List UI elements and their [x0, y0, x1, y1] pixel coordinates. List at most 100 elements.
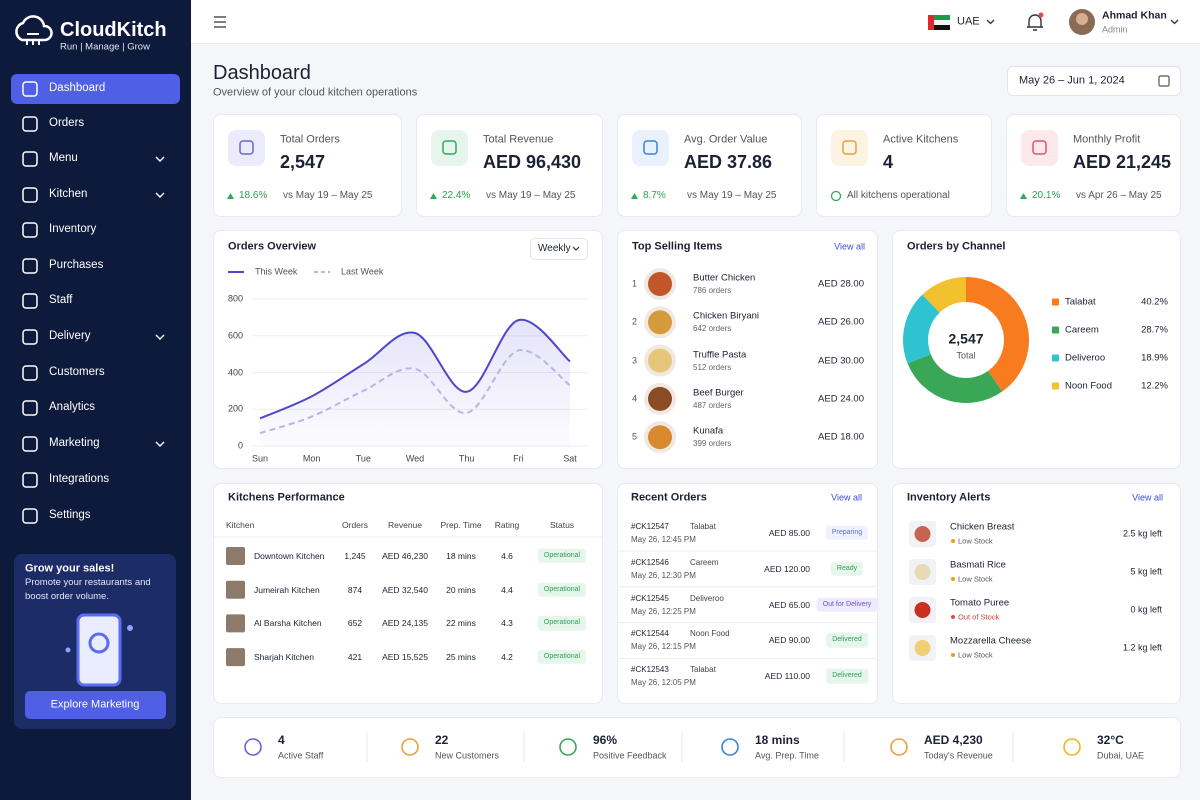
table-cell: AED 32,540 — [382, 584, 428, 595]
order-time: May 26, 12:30 PM — [631, 571, 696, 580]
legend-label: Talabat — [1065, 296, 1096, 308]
stat-value: AED 4,230 — [924, 732, 983, 747]
inventory-card — [892, 483, 1181, 704]
flag-black — [928, 25, 950, 30]
nav-item[interactable]: Orders — [49, 117, 85, 130]
view-all-link[interactable]: View all — [1132, 492, 1163, 503]
stock-status: Low Stock — [958, 574, 993, 584]
stat-icon — [1063, 738, 1081, 756]
food-image — [648, 386, 672, 411]
kpi-icon — [431, 130, 468, 166]
y-tick-label: 800 — [227, 293, 243, 304]
rank: 1 — [632, 278, 638, 289]
nav-chevron — [155, 334, 165, 340]
stock-left: 1.2 kg left — [1122, 642, 1162, 653]
card-title: Recent Orders — [631, 491, 707, 504]
order-channel: Careem — [690, 558, 719, 567]
item-orders: 642 orders — [693, 324, 732, 334]
bell-icon — [1027, 14, 1043, 31]
order-id: #CK12547 — [631, 522, 669, 532]
kitchen-name: Sharjah Kitchen — [254, 652, 315, 662]
table-cell: 652 — [347, 618, 363, 629]
nav-icon — [22, 293, 38, 309]
stock-status: Out of Stock — [958, 612, 1000, 622]
promo-button[interactable]: Explore Marketing — [50, 698, 140, 711]
nav-item[interactable]: Marketing — [49, 437, 100, 450]
kpi-label: Active Kitchens — [883, 133, 959, 146]
stat-label: Dubai, UAE — [1097, 750, 1145, 761]
nav-item[interactable]: Integrations — [49, 473, 110, 486]
table-cell: 18 mins — [446, 550, 476, 561]
kpi-change: 22.4% — [442, 190, 471, 201]
nav-icon — [22, 400, 38, 416]
nav-item[interactable]: Analytics — [49, 401, 96, 414]
kpi-glyph — [643, 140, 658, 155]
kpi-label: Total Orders — [280, 133, 340, 146]
kpi-glyph — [1032, 140, 1047, 155]
calendar-icon — [1158, 75, 1170, 87]
kpi-period: vs May 19 – May 25 — [687, 190, 777, 201]
chevron — [572, 246, 580, 251]
nav-item[interactable]: Dashboard — [49, 82, 106, 95]
kpi-glyph — [842, 140, 857, 155]
item-icon — [914, 564, 931, 580]
order-id: #CK12544 — [631, 629, 669, 639]
nav-active-bg — [11, 74, 180, 104]
stat-label: Active Staff — [278, 750, 324, 761]
stat-icon — [721, 738, 739, 756]
nav-item[interactable]: Purchases — [49, 259, 104, 272]
stat-value: 18 mins — [755, 732, 800, 747]
item-icon — [914, 526, 931, 542]
bell-dot — [1038, 12, 1044, 18]
view-all-link[interactable]: View all — [834, 241, 865, 252]
nav-chevron — [155, 441, 165, 447]
up-arrow — [227, 193, 234, 199]
status-pill: Delivered — [826, 633, 868, 648]
y-tick-label: 400 — [227, 367, 243, 378]
nav-item[interactable]: Staff — [49, 294, 73, 307]
up-arrow — [631, 193, 638, 199]
chart-title: Orders by Channel — [907, 240, 1006, 253]
value-label: 28.7% — [1141, 324, 1168, 336]
status-pill: Ready — [830, 561, 864, 576]
status-dot — [951, 539, 955, 543]
line-area — [260, 319, 570, 446]
stat-icon — [559, 738, 577, 756]
stock-left: 0 kg left — [1130, 604, 1162, 615]
order-amount: AED 120.00 — [764, 563, 810, 574]
promo-title: Grow your sales! — [25, 562, 115, 575]
country-selector[interactable]: UAE — [957, 15, 980, 28]
item-price: AED 26.00 — [818, 316, 864, 328]
stat-value: 32°C — [1097, 732, 1124, 747]
kpi-period: vs May 19 – May 25 — [283, 190, 373, 201]
nav-item[interactable]: Kitchen — [49, 188, 88, 201]
item-name: Chicken Biryani — [693, 310, 759, 322]
nav-icon — [22, 329, 38, 345]
table-header: Rating — [494, 519, 520, 530]
stats-strip — [213, 717, 1181, 778]
nav-item[interactable]: Inventory — [49, 223, 97, 236]
page-title: Dashboard — [213, 62, 311, 84]
nav-item[interactable]: Customers — [49, 366, 105, 379]
item-name: Butter Chicken — [693, 272, 756, 284]
table-header: Prep. Time — [440, 519, 482, 530]
item-icon — [914, 602, 931, 618]
legend-label: Last Week — [341, 266, 384, 277]
date-range[interactable]: May 26 – Jun 1, 2024 — [1019, 74, 1125, 87]
nav-item[interactable]: Delivery — [49, 330, 91, 343]
kpi-change: 20.1% — [1032, 190, 1061, 201]
promo-deco — [127, 625, 133, 631]
nav-item[interactable]: Settings — [49, 509, 91, 522]
nav-item[interactable]: Menu — [49, 152, 78, 165]
x-tick-label: Fri — [513, 453, 524, 464]
chart-filter[interactable]: Weekly — [538, 243, 571, 254]
stock-status: Low Stock — [958, 650, 993, 660]
item-icon — [914, 640, 931, 656]
flag-green — [928, 15, 950, 20]
view-all-link[interactable]: View all — [831, 492, 862, 503]
status-pill: Operational — [537, 616, 587, 631]
nav-icon — [22, 258, 38, 274]
stat-label: Today's Revenue — [924, 750, 993, 761]
nav-icon — [22, 151, 38, 167]
